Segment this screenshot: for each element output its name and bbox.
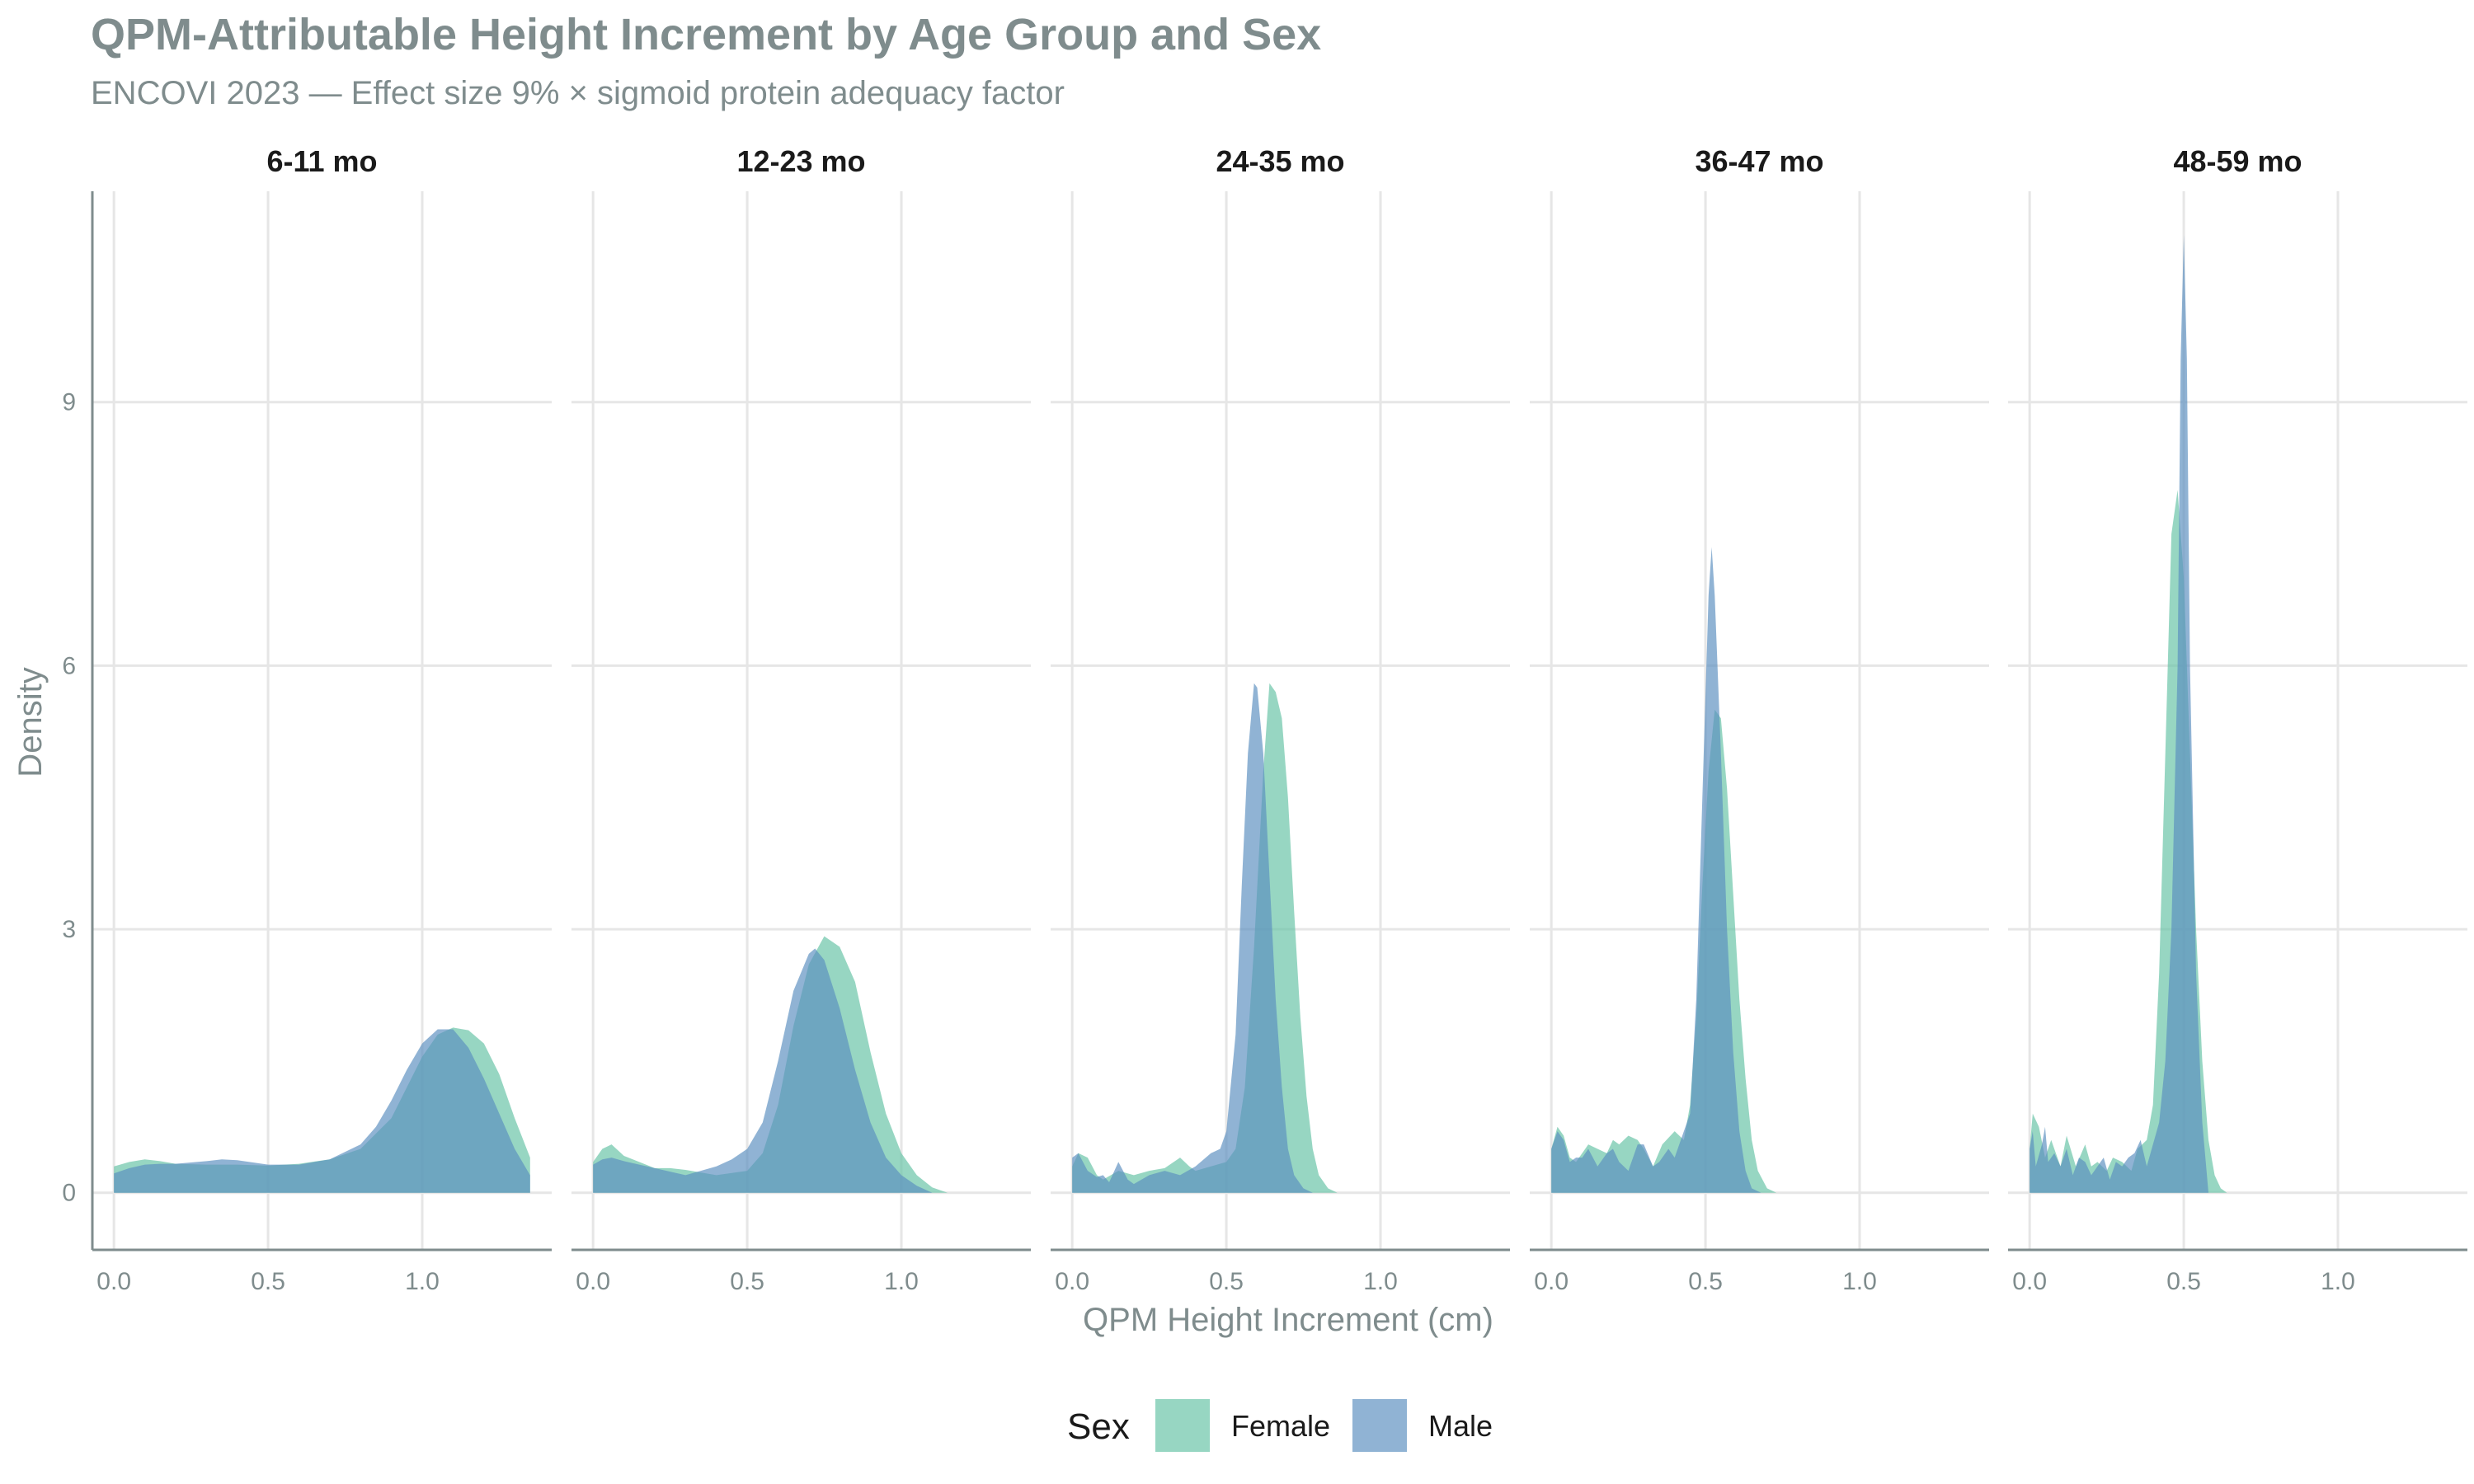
density-area-male <box>1072 683 1313 1193</box>
legend-swatch-male <box>1352 1399 1407 1452</box>
x-tick-label: 0.5 <box>730 1268 764 1295</box>
legend-swatch-female <box>1155 1399 1210 1452</box>
facet-label: 24-35 mo <box>1216 144 1344 178</box>
legend-label-male: Male <box>1428 1409 1493 1443</box>
x-tick-label: 0.0 <box>1055 1268 1089 1295</box>
x-tick-label: 0.0 <box>2012 1268 2047 1295</box>
y-tick-label: 0 <box>62 1180 76 1207</box>
y-axis-title: Density <box>12 667 49 777</box>
facet-label: 6-11 mo <box>266 144 377 178</box>
x-tick-label: 0.5 <box>251 1268 285 1295</box>
legend: Sex Female Male <box>1067 1399 1493 1452</box>
y-tick-label: 6 <box>62 652 76 679</box>
density-area-female <box>1551 709 1777 1193</box>
x-tick-label: 1.0 <box>1363 1268 1398 1295</box>
facet-panel: 24-35 mo 0.0 0.5 1.0 <box>1051 144 1510 1295</box>
legend-label-female: Female <box>1231 1409 1330 1443</box>
x-axis-title: QPM Height Increment (cm) <box>1083 1302 1493 1338</box>
x-tick-label: 1.0 <box>2321 1268 2355 1295</box>
x-tick-label: 0.5 <box>1209 1268 1244 1295</box>
x-tick-label: 0.0 <box>576 1268 610 1295</box>
density-area-male <box>2030 235 2208 1193</box>
density-area-female <box>1072 683 1338 1193</box>
x-tick-label: 0.0 <box>96 1268 131 1295</box>
legend-title: Sex <box>1067 1407 1130 1447</box>
x-tick-label: 1.0 <box>405 1268 440 1295</box>
facet-panel: 12-23 mo 0.0 0.5 1.0 <box>571 144 1031 1295</box>
x-tick-label: 0.5 <box>2166 1268 2201 1295</box>
y-tick-label: 3 <box>62 916 76 943</box>
chart-subtitle: ENCOVI 2023 — Effect size 9% × sigmoid p… <box>91 75 1065 111</box>
x-tick-label: 1.0 <box>884 1268 919 1295</box>
x-tick-label: 1.0 <box>1842 1268 1877 1295</box>
facet-panel: 36-47 mo 0.0 0.5 1.0 <box>1530 144 1989 1295</box>
facet-panel: 48-59 mo 0.0 0.5 1.0 <box>2008 144 2467 1295</box>
facet-label: 48-59 mo <box>2173 144 2302 178</box>
facet-label: 12-23 mo <box>736 144 865 178</box>
facet-label: 36-47 mo <box>1695 144 1823 178</box>
density-area-male <box>1551 547 1761 1193</box>
x-tick-label: 0.5 <box>1688 1268 1723 1295</box>
y-tick-label: 9 <box>62 389 76 416</box>
x-tick-label: 0.0 <box>1534 1268 1569 1295</box>
density-area-male <box>593 948 933 1193</box>
density-area-male <box>114 1029 530 1193</box>
chart-title: QPM-Attributable Height Increment by Age… <box>91 10 1321 59</box>
facet-panel: 6-11 mo 0.0 0.5 1.0 0 3 6 9 <box>62 144 552 1295</box>
